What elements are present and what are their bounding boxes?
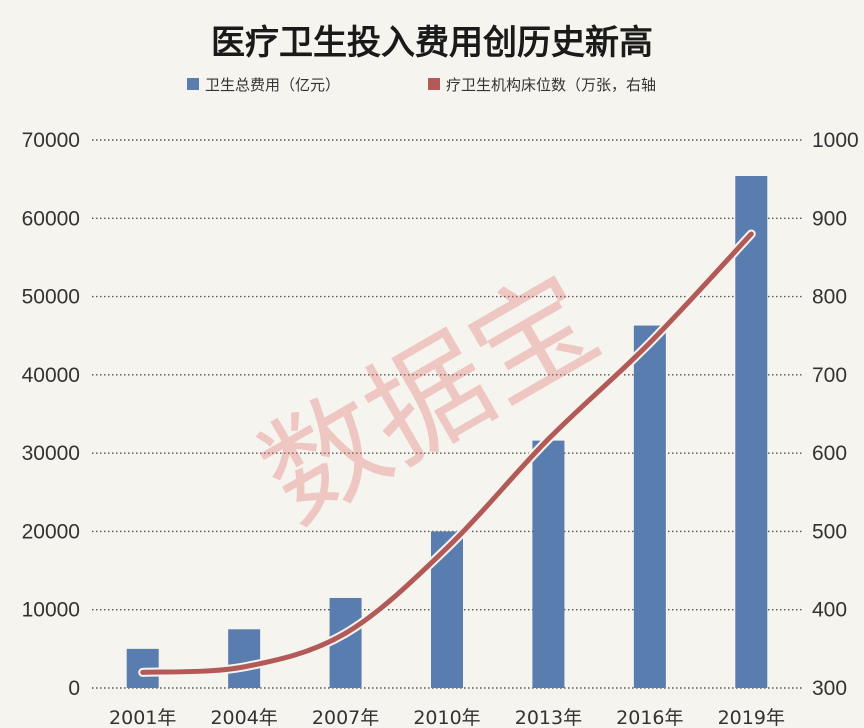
left-tick-label: 40000 [22,364,80,387]
right-tick-label: 800 [812,286,847,309]
left-tick-label: 0 [68,677,80,700]
left-tick-label: 30000 [22,442,80,465]
right-tick-label: 1000 [812,129,859,152]
bar [228,629,261,688]
right-tick-label: 500 [812,520,847,543]
bars [126,176,768,689]
bar [633,325,666,688]
x-tick-label: 2016年 [616,707,683,728]
right-tick-label: 400 [812,599,847,622]
legend-label-bar: 卫生总费用（亿元） [205,76,340,94]
chart-title: 医疗卫生投入费用创历史新高 [211,23,653,63]
left-tick-label: 70000 [22,129,80,152]
x-tick-label: 2013年 [515,707,582,728]
right-tick-label: 900 [812,207,847,230]
left-tick-label: 20000 [22,520,80,543]
legend-swatch-line [428,78,440,90]
right-axis: 300 400 500 600 700 800 900 1000 [812,129,859,700]
left-tick-label: 60000 [22,207,80,230]
bar [532,440,565,688]
x-tick-label: 2001年 [109,707,176,728]
x-tick-label: 2010年 [413,707,480,728]
x-tick-label: 2004年 [210,707,277,728]
legend: 卫生总费用（亿元） 疗卫生机构床位数（万张，右轴 [187,76,656,94]
series-line [140,231,754,675]
x-tick-label: 2007年 [312,707,379,728]
left-tick-label: 50000 [22,286,80,309]
left-axis: 0 10000 20000 30000 40000 50000 60000 70000 [22,129,80,700]
line-series [138,229,756,677]
right-tick-label: 300 [812,677,847,700]
right-tick-label: 700 [812,364,847,387]
left-tick-label: 10000 [22,599,80,622]
bar [735,176,768,689]
right-tick-label: 600 [812,442,847,465]
x-tick-label: 2019年 [718,707,785,728]
legend-swatch-bar [187,78,199,90]
legend-label-line: 疗卫生机构床位数（万张，右轴 [446,76,656,94]
x-axis: 2001年 2004年 2007年 2010年 2013年 2016年 2019年 [109,707,785,728]
